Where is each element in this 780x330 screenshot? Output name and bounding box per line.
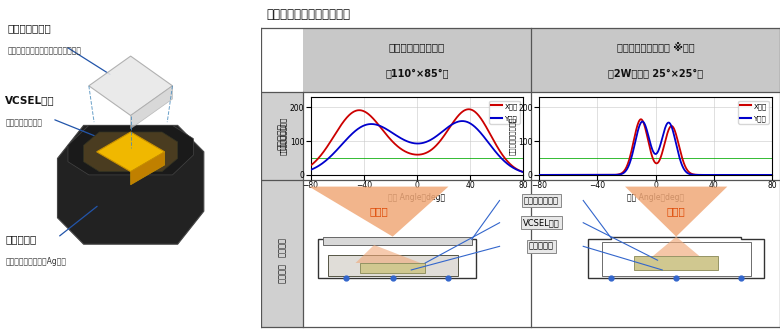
- Polygon shape: [83, 132, 178, 172]
- Text: 赤外線: 赤外線: [667, 207, 686, 216]
- Polygon shape: [309, 186, 448, 237]
- Bar: [318, 239, 477, 278]
- Text: ディフューザーなし ※参考: ディフューザーなし ※参考: [617, 42, 694, 52]
- Text: 赤外線: 赤外線: [370, 207, 388, 216]
- X-axis label: 角度 Angle（deg）: 角度 Angle（deg）: [388, 193, 445, 202]
- Polygon shape: [625, 186, 727, 237]
- Polygon shape: [356, 245, 420, 263]
- Polygon shape: [97, 132, 165, 172]
- Text: パッケージ: パッケージ: [529, 242, 554, 251]
- Bar: [303, 28, 531, 92]
- Text: ディフューザーあり: ディフューザーあり: [388, 42, 445, 52]
- Bar: [634, 256, 718, 270]
- Bar: [360, 263, 425, 273]
- Polygon shape: [588, 237, 764, 278]
- Y-axis label: 相対放射強度（％）: 相対放射強度（％）: [509, 117, 516, 155]
- Text: （110°×85°）: （110°×85°）: [385, 68, 448, 79]
- Bar: [602, 242, 750, 276]
- Text: VCSEL素子: VCSEL素子: [523, 218, 560, 227]
- Text: 配光制御による光方の違い: 配光制御による光方の違い: [267, 8, 350, 21]
- Text: ディフューザー: ディフューザー: [524, 196, 559, 205]
- Polygon shape: [58, 125, 204, 244]
- Text: 配光構造: 配光構造: [278, 237, 286, 257]
- Text: 高放熱、高信頼性、Agレス: 高放熱、高信頼性、Agレス: [5, 257, 66, 266]
- Bar: [328, 255, 458, 276]
- Text: 赤外レーザー発光: 赤外レーザー発光: [5, 119, 42, 128]
- Polygon shape: [89, 56, 172, 116]
- Text: VCSEL素子: VCSEL素子: [5, 96, 55, 106]
- Polygon shape: [653, 237, 700, 256]
- Legend: X方向, Y方向: X方向, Y方向: [489, 101, 519, 124]
- Bar: [261, 180, 303, 327]
- Text: ディフューザー: ディフューザー: [8, 23, 51, 33]
- Y-axis label: 相対放射強度（％）: 相対放射強度（％）: [281, 117, 287, 155]
- Text: レーザー光を拡散させて配光を制御: レーザー光を拡散させて配光を制御: [8, 46, 82, 55]
- Polygon shape: [131, 86, 172, 129]
- Polygon shape: [68, 125, 193, 175]
- Bar: [531, 28, 780, 92]
- Text: （2Wタイプ 25°×25°）: （2Wタイプ 25°×25°）: [608, 68, 703, 79]
- Bar: [323, 237, 472, 245]
- Text: パッケージ: パッケージ: [5, 234, 37, 244]
- X-axis label: 角度 Angle（deg）: 角度 Angle（deg）: [627, 193, 684, 202]
- Text: （断面）: （断面）: [278, 263, 286, 283]
- Text: 指向性特性: 指向性特性: [278, 123, 286, 149]
- Polygon shape: [131, 152, 165, 185]
- Bar: [261, 92, 303, 180]
- Legend: X方向, Y方向: X方向, Y方向: [738, 101, 769, 124]
